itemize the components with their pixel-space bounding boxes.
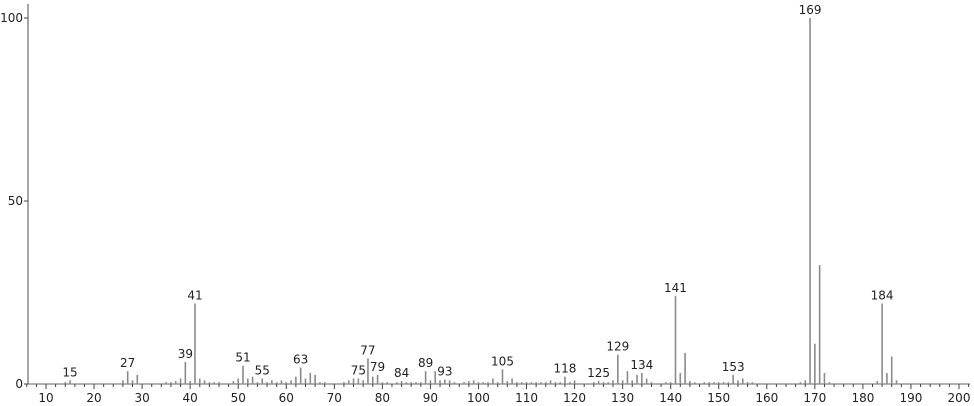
x-tick-label: 100	[467, 391, 490, 405]
peak-label-55: 55	[255, 364, 270, 378]
x-tick-label: 90	[423, 391, 438, 405]
x-tick-label: 70	[327, 391, 342, 405]
x-tick-label: 160	[755, 391, 778, 405]
x-tick-label: 30	[134, 391, 149, 405]
peak-label-84: 84	[394, 366, 409, 380]
y-tick-label: 100	[0, 11, 23, 25]
x-tick-label: 140	[659, 391, 682, 405]
x-tick-label: 150	[707, 391, 730, 405]
peak-label-105: 105	[491, 354, 514, 368]
peak-label-93: 93	[437, 365, 452, 379]
x-tick-label: 50	[231, 391, 246, 405]
peak-label-141: 141	[664, 281, 687, 295]
peak-label-153: 153	[722, 360, 745, 374]
peak-label-77: 77	[360, 343, 375, 357]
peak-label-129: 129	[606, 340, 629, 354]
peak-label-134: 134	[630, 358, 653, 372]
peak-label-169: 169	[799, 3, 822, 17]
x-tick-label: 10	[38, 391, 53, 405]
peak-label-51: 51	[235, 351, 250, 365]
x-tick-label: 200	[948, 391, 971, 405]
x-tick-label: 20	[86, 391, 101, 405]
peak-label-184: 184	[871, 288, 894, 302]
y-tick-label: 50	[8, 194, 23, 208]
peak-label-89: 89	[418, 356, 433, 370]
x-tick-label: 60	[279, 391, 294, 405]
peak-labels: 15 27 39 41 51 55 63 75 77 79 84 89 93 105 118 125 12913…	[62, 3, 893, 380]
x-tick-label: 180	[851, 391, 874, 405]
peak-label-79: 79	[370, 360, 385, 374]
peak-label-63: 63	[293, 353, 308, 367]
axes: 0 50 100 10 20 30 40 50 60 70 80 90 100 110 120 130 140 1…	[0, 4, 971, 405]
peak-label-75: 75	[351, 364, 366, 378]
x-tick-label: 80	[375, 391, 390, 405]
x-tick-label: 130	[611, 391, 634, 405]
peaks	[64, 18, 898, 384]
x-tick-label: 190	[899, 391, 922, 405]
x-tick-label: 120	[563, 391, 586, 405]
x-tick-label: 40	[183, 391, 198, 405]
peak-label-39: 39	[178, 347, 193, 361]
peak-label-27: 27	[120, 356, 135, 370]
peak-label-15: 15	[62, 365, 77, 379]
peak-label-125: 125	[587, 366, 610, 380]
y-tick-label: 0	[15, 377, 23, 391]
peak-label-41: 41	[187, 288, 202, 302]
x-tick-label: 110	[515, 391, 538, 405]
peak-label-118: 118	[554, 362, 577, 376]
x-tick-label: 170	[803, 391, 826, 405]
